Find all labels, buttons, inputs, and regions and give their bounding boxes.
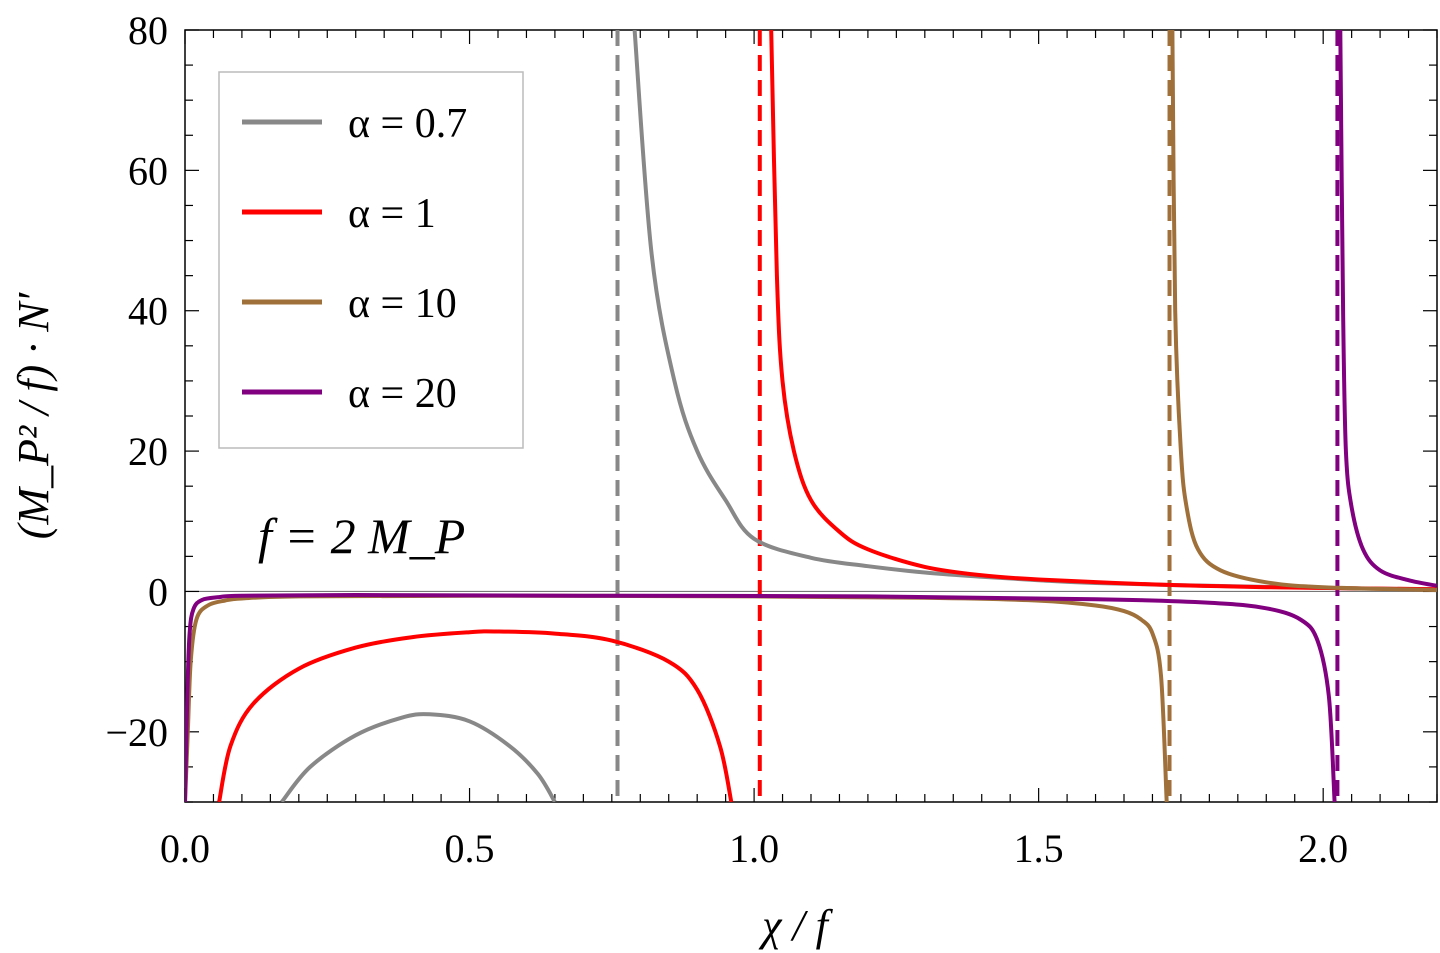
y-tick-label: 80 xyxy=(128,8,168,53)
legend-box xyxy=(218,71,524,449)
axis-ticks xyxy=(184,29,1438,803)
y-tick-label: 40 xyxy=(128,289,168,334)
y-tick-label: 60 xyxy=(128,148,168,193)
y-tick-label: 20 xyxy=(128,429,168,474)
series-line xyxy=(1170,30,1437,593)
tick-labels: 0.0 0.5 1.0 1.5 2.0 −20 0 20 40 60 80 xyxy=(105,8,1348,871)
y-axis-label: (M_P² / f) · N′ xyxy=(9,291,58,539)
legend: α = 0.7 α = 1 α = 10 α = 20 xyxy=(218,71,524,449)
annotation-text: f = 2 M_P xyxy=(258,508,465,564)
series-line xyxy=(217,629,734,802)
legend-label: α = 10 xyxy=(348,281,457,327)
series-lines xyxy=(185,30,1437,802)
asymptote-lines xyxy=(615,30,1340,802)
series-line xyxy=(185,593,1337,802)
x-tick-label: 1.0 xyxy=(729,826,779,871)
legend-label: α = 0.7 xyxy=(348,101,467,147)
series-line xyxy=(280,712,557,802)
x-axis-label: χ / f xyxy=(758,901,834,950)
series-line xyxy=(632,30,1437,592)
x-tick-label: 2.0 xyxy=(1298,826,1348,871)
series-line xyxy=(185,593,1169,802)
legend-label: α = 1 xyxy=(348,191,436,237)
series-line xyxy=(769,30,1437,592)
x-tick-label: 0.0 xyxy=(160,826,210,871)
x-tick-label: 0.5 xyxy=(445,826,495,871)
y-tick-label: −20 xyxy=(105,710,168,755)
legend-label: α = 20 xyxy=(348,371,457,417)
y-tick-label: 0 xyxy=(148,569,168,614)
series-line xyxy=(1338,30,1437,588)
x-tick-label: 1.5 xyxy=(1014,826,1064,871)
